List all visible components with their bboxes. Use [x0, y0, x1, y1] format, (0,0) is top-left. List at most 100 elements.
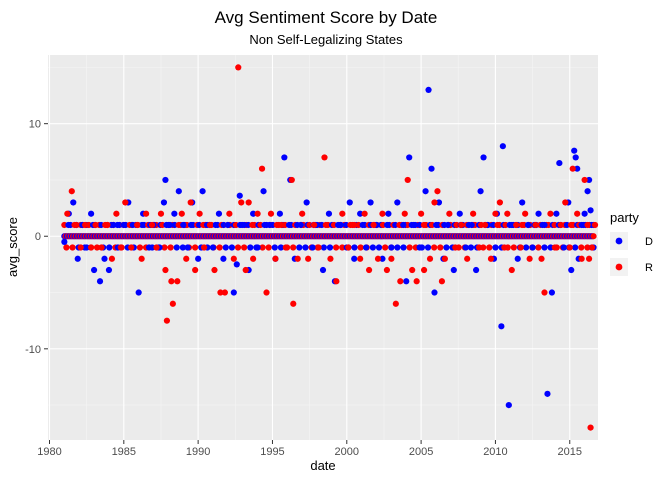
point-d — [337, 221, 344, 229]
point-r — [379, 210, 386, 217]
point-d — [444, 221, 451, 229]
y-axis-ticks: -10 0 10 — [25, 119, 48, 356]
point-r — [581, 176, 588, 184]
cluster-point — [382, 244, 389, 251]
point-r — [374, 255, 382, 262]
x-tick-label: 1985 — [112, 446, 136, 458]
point-r — [418, 210, 425, 217]
point-r — [278, 221, 285, 229]
point-d — [578, 221, 585, 229]
cluster-point — [167, 244, 174, 251]
point-d — [428, 165, 435, 172]
point-d — [166, 221, 173, 229]
point-d — [499, 143, 506, 150]
cluster-point — [161, 244, 168, 251]
point-r — [321, 154, 328, 161]
point-r — [513, 221, 520, 229]
cluster-point — [106, 244, 113, 251]
legend: party D R — [610, 210, 653, 276]
point-r — [401, 210, 408, 217]
point-r — [526, 255, 533, 262]
point-d — [129, 221, 136, 229]
point-d — [585, 176, 593, 184]
point-r — [588, 244, 596, 251]
cluster-point — [351, 244, 358, 251]
point-d — [363, 244, 370, 251]
point-d — [587, 207, 594, 214]
point-r — [117, 244, 124, 251]
y-tick-label: 0 — [35, 231, 41, 243]
point-d — [403, 278, 410, 285]
legend-label-d: D — [645, 236, 653, 248]
point-r — [464, 255, 471, 262]
point-d — [171, 210, 178, 217]
point-r — [187, 199, 194, 206]
point-r — [481, 221, 489, 229]
point-r — [88, 244, 95, 251]
point-d — [556, 159, 563, 167]
y-tick-label: 10 — [29, 119, 41, 131]
point-r — [217, 289, 224, 296]
point-d — [209, 244, 217, 251]
point-d — [468, 221, 475, 229]
point-r — [591, 221, 599, 229]
point-r — [157, 210, 165, 217]
point-r — [230, 255, 237, 262]
cluster-point — [406, 244, 413, 251]
cluster-point — [572, 244, 579, 251]
cluster-point — [443, 244, 450, 251]
point-r — [345, 244, 352, 251]
point-r — [192, 266, 199, 274]
point-d — [367, 199, 374, 206]
cluster-point — [302, 244, 309, 251]
cluster-point — [394, 244, 401, 251]
point-d — [572, 154, 579, 161]
data-points — [61, 64, 599, 431]
point-r — [541, 289, 548, 296]
cluster-point — [228, 244, 235, 251]
point-d — [250, 210, 257, 217]
point-d — [535, 210, 542, 217]
point-r — [585, 255, 593, 262]
x-tick-label: 2000 — [335, 446, 359, 458]
point-d — [571, 147, 578, 154]
point-r — [388, 255, 395, 262]
y-axis-title: avg_score — [5, 217, 20, 277]
legend-title: party — [610, 210, 639, 225]
point-d — [61, 238, 68, 245]
point-r — [458, 221, 465, 229]
point-r — [551, 244, 558, 251]
point-d — [529, 244, 536, 251]
point-d — [412, 221, 419, 229]
point-r — [383, 266, 391, 274]
cluster-point — [320, 244, 327, 251]
point-d — [325, 210, 333, 217]
point-d — [120, 221, 127, 229]
point-r — [517, 244, 524, 251]
point-r — [64, 210, 71, 217]
point-d — [281, 154, 288, 161]
cluster-point — [584, 244, 591, 251]
point-r — [431, 199, 438, 206]
point-r — [404, 176, 411, 184]
point-r — [420, 266, 428, 274]
cluster-point — [332, 244, 340, 251]
point-r — [409, 266, 416, 274]
cluster-point — [247, 244, 254, 251]
cluster-point — [535, 244, 542, 251]
x-axis-title: date — [310, 458, 335, 473]
x-tick-label: 1995 — [260, 446, 284, 458]
point-d — [385, 210, 392, 217]
point-d — [254, 244, 261, 251]
point-d — [96, 278, 104, 285]
cluster-point — [173, 244, 180, 251]
point-r — [522, 210, 529, 217]
point-r — [562, 199, 569, 206]
point-d — [303, 199, 310, 206]
point-d — [473, 266, 480, 274]
x-tick-label: 2015 — [558, 446, 582, 458]
point-r — [569, 165, 576, 172]
point-r — [98, 244, 105, 251]
point-d — [431, 289, 438, 296]
point-r — [128, 244, 135, 251]
